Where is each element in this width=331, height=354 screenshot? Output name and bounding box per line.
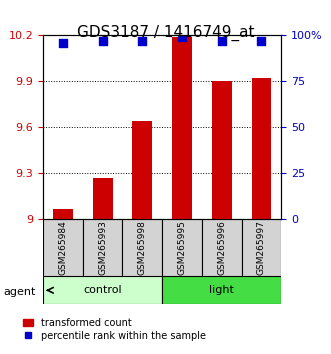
FancyBboxPatch shape [242,219,281,276]
Bar [252,78,271,219]
Text: GSM265997: GSM265997 [257,220,266,275]
Text: GSM265998: GSM265998 [138,220,147,275]
Text: light: light [209,285,234,295]
Text: GSM265996: GSM265996 [217,220,226,275]
Bar [93,178,113,219]
Bar [172,37,192,219]
FancyBboxPatch shape [43,219,83,276]
Text: GSM265984: GSM265984 [58,221,68,275]
Bar [53,209,73,219]
FancyBboxPatch shape [162,219,202,276]
FancyBboxPatch shape [162,276,281,304]
FancyBboxPatch shape [202,219,242,276]
FancyBboxPatch shape [83,219,122,276]
Legend: transformed count, percentile rank within the sample: transformed count, percentile rank withi… [22,316,208,343]
Bar [132,121,152,219]
Point [259,38,264,44]
Text: agent: agent [3,287,36,297]
Point [219,38,224,44]
Bar [212,81,232,219]
Text: GDS3187 / 1416749_at: GDS3187 / 1416749_at [77,25,254,41]
Point [140,38,145,44]
Point [60,40,66,46]
Text: GSM265993: GSM265993 [98,220,107,275]
FancyBboxPatch shape [43,276,162,304]
FancyBboxPatch shape [122,219,162,276]
Point [100,38,105,44]
Text: control: control [83,285,122,295]
Point [179,34,185,40]
Text: GSM265995: GSM265995 [177,220,187,275]
